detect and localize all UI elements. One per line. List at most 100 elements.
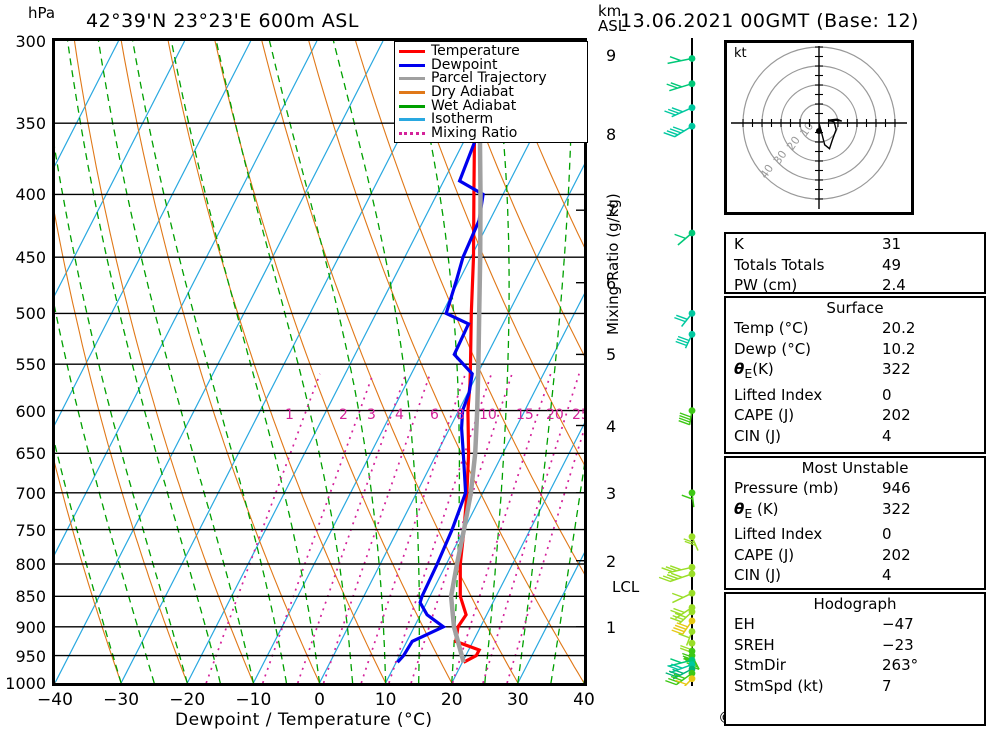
wind-barb	[678, 628, 696, 646]
legend-swatch-icon	[399, 77, 425, 81]
wet-adiabat-line	[55, 442, 122, 683]
mixing-ratio-line	[410, 373, 513, 683]
temperature-tick--10: −10	[235, 690, 272, 710]
pressure-tick-450: 450	[15, 248, 46, 268]
mixing-ratio-label: 6	[430, 407, 439, 423]
index-value: 322	[882, 499, 911, 518]
index-value: 0	[882, 385, 892, 404]
hodograph-ring-label: 20	[784, 134, 803, 153]
isotherm-line	[120, 41, 450, 683]
index-name: Temp (°C)	[734, 319, 809, 337]
wind-barb	[674, 310, 696, 327]
isotherm-line	[186, 41, 516, 683]
index-row: SREH −23	[726, 635, 984, 656]
index-row: CIN (J) 4	[726, 426, 984, 447]
height-tick-1: 1	[606, 617, 617, 637]
index-name: Dewp (°C)	[734, 339, 812, 358]
index-value: 31	[882, 235, 902, 253]
mixing-ratio-label: 3	[367, 407, 376, 423]
mixing-ratio-label: 10	[479, 407, 497, 423]
height-tick-2: 2	[606, 551, 617, 571]
index-row: EH −47	[726, 614, 984, 635]
height-tick-6: 6	[606, 273, 617, 293]
mixing-ratio-label: 1	[285, 407, 294, 423]
pressure-axis-unit: hPa	[28, 4, 56, 22]
index-row: StmDir 263°	[726, 655, 984, 676]
wind-barb	[661, 563, 696, 574]
index-name: CAPE (J)	[734, 545, 795, 564]
index-row: Lifted Index 0	[726, 385, 984, 406]
pressure-tick-850: 850	[15, 587, 46, 607]
hodograph[interactable]: 10 20 30 40	[724, 40, 914, 215]
wind-barb	[664, 104, 696, 118]
temperature-tick-30: 30	[507, 690, 529, 710]
pressure-tick-300: 300	[15, 32, 46, 51]
isotherm-line	[55, 41, 186, 296]
index-name: CIN (J)	[734, 566, 782, 584]
index-row: StmSpd (kt) 7	[726, 676, 984, 697]
temperature-tick--20: −20	[169, 690, 206, 710]
legend-item-dry-adiabat: Dry Adiabat	[399, 84, 583, 101]
hodograph-ring-label: 40	[758, 162, 777, 181]
dry-adiabat-line	[55, 213, 188, 683]
wet-adiabat-line	[55, 146, 188, 683]
mixing-ratio-line	[322, 373, 431, 683]
dry-adiabat-line	[73, 41, 254, 683]
index-row: Dewp (°C) 10.2	[726, 339, 984, 360]
index-name: θE (K)	[734, 499, 779, 521]
index-name: EH	[734, 615, 755, 633]
pressure-tick-800: 800	[15, 555, 46, 574]
skewt-diagram[interactable]: 1 2 3 4 6 8 10 15 20 25	[52, 38, 587, 686]
index-row: CAPE (J) 202	[726, 405, 984, 426]
skewt-canvas: 1 2 3 4 6 8 10 15 20 25	[55, 41, 584, 683]
isotherm-line	[517, 552, 584, 683]
index-name: Pressure (mb)	[734, 479, 839, 497]
legend-label: Dry Adiabat	[431, 84, 514, 101]
index-value: −23	[882, 635, 914, 654]
legend-item-parcel-trajectory: Parcel Trajectory	[399, 70, 583, 87]
legend-item-temperature: Temperature	[399, 44, 583, 59]
index-name: PW (cm)	[734, 276, 798, 294]
wind-barb	[663, 122, 696, 138]
index-row: CIN (J) 4	[726, 565, 984, 586]
index-row: K 31	[726, 234, 984, 255]
temperature-tick-10: 10	[374, 690, 397, 710]
pressure-tick-400: 400	[15, 185, 46, 205]
mixing-ratio-line	[451, 373, 552, 683]
height-tick-8: 8	[606, 124, 617, 144]
wind-barb	[666, 80, 696, 92]
index-row: CAPE (J) 202	[726, 545, 984, 566]
index-row: Pressure (mb) 946	[726, 478, 984, 499]
legend-label: Isotherm	[431, 111, 494, 128]
legend-label: Parcel Trajectory	[431, 70, 547, 87]
legend-swatch-icon	[399, 91, 425, 95]
index-row: PW (cm) 2.4	[726, 275, 984, 296]
wind-barb	[671, 589, 696, 604]
height-axis-unit: km ASL	[598, 4, 626, 34]
pressure-tick-750: 750	[15, 520, 46, 540]
panel-basic-indices: K 31 Totals Totals 49 PW (cm) 2.4	[724, 232, 986, 294]
temperature-tick--40: −40	[37, 690, 73, 710]
legend-label: Dewpoint	[431, 56, 498, 73]
legend-swatch-icon	[399, 131, 425, 135]
height-axis-unit-asl: ASL	[598, 17, 627, 35]
mixing-ratio-axis-title: Mixing Ratio (g/kg)	[604, 193, 622, 335]
legend-item-wet-adiabat: Wet Adiabat	[399, 99, 583, 113]
index-name: Lifted Index	[734, 525, 823, 543]
height-tick-7: 7	[606, 201, 617, 221]
wet-adiabat-line	[97, 41, 255, 683]
storm-motion-marker	[816, 128, 822, 134]
isotherm-line	[385, 293, 584, 683]
mixing-ratio-line	[205, 373, 321, 683]
wind-barb	[683, 533, 699, 551]
wet-adiabat-line	[132, 41, 288, 683]
profile-parcel-trajectory	[448, 41, 483, 663]
temperature-tick-0: 0	[314, 690, 325, 710]
mixing-ratio-line	[506, 427, 584, 683]
height-tick-4: 4	[606, 416, 617, 436]
index-row: Totals Totals 49	[726, 255, 984, 276]
isotherm-line	[55, 41, 318, 555]
hodograph-ring-label: 30	[771, 148, 790, 167]
dry-adiabat-line	[55, 462, 122, 683]
